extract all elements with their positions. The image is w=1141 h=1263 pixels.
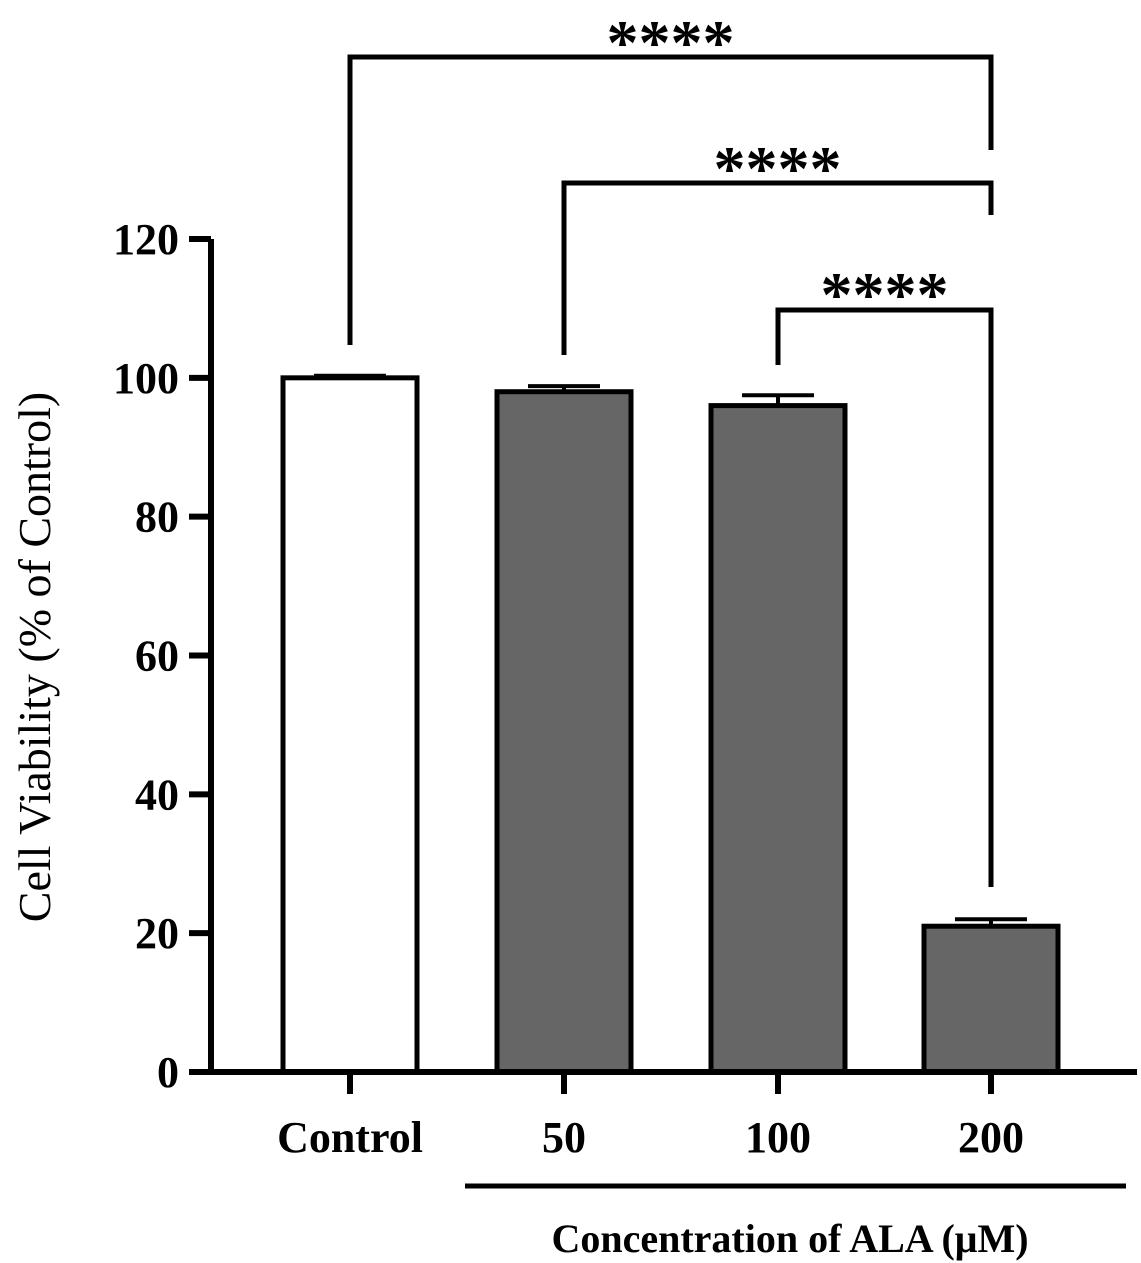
y-tick-label: 120 [113, 215, 179, 264]
y-tick-label: 20 [135, 909, 179, 958]
significance-brackets: **** **** **** [347, 7, 994, 887]
y-tick-label: 40 [135, 770, 179, 819]
y-tick-label: 0 [157, 1048, 179, 1097]
y-tick-label: 60 [135, 632, 179, 681]
bar [494, 389, 634, 1075]
bars [280, 373, 1061, 1075]
significance-label: **** [821, 259, 949, 330]
y-axis: 0 20 40 60 80 100 120 [113, 215, 214, 1097]
bar [921, 923, 1061, 1075]
x-tick-label: 200 [958, 1113, 1024, 1162]
bar [280, 375, 420, 1075]
significance-label: **** [607, 7, 735, 78]
y-axis-title: Cell Viability (% of Control) [9, 392, 60, 922]
y-tick-label: 100 [113, 354, 179, 403]
y-tick-label: 80 [135, 493, 179, 542]
x-axis: Control 50 100 200 [211, 1069, 1137, 1162]
x-axis-title: Concentration of ALA (μM) [551, 1216, 1028, 1261]
significance-bracket [775, 307, 994, 887]
bar [708, 403, 848, 1075]
x-tick-label: 100 [745, 1113, 811, 1162]
x-tick-label: 50 [542, 1113, 586, 1162]
significance-bracket [347, 54, 994, 345]
significance-bracket [561, 180, 994, 355]
x-tick-label: Control [277, 1113, 423, 1162]
significance-label: **** [714, 133, 842, 204]
